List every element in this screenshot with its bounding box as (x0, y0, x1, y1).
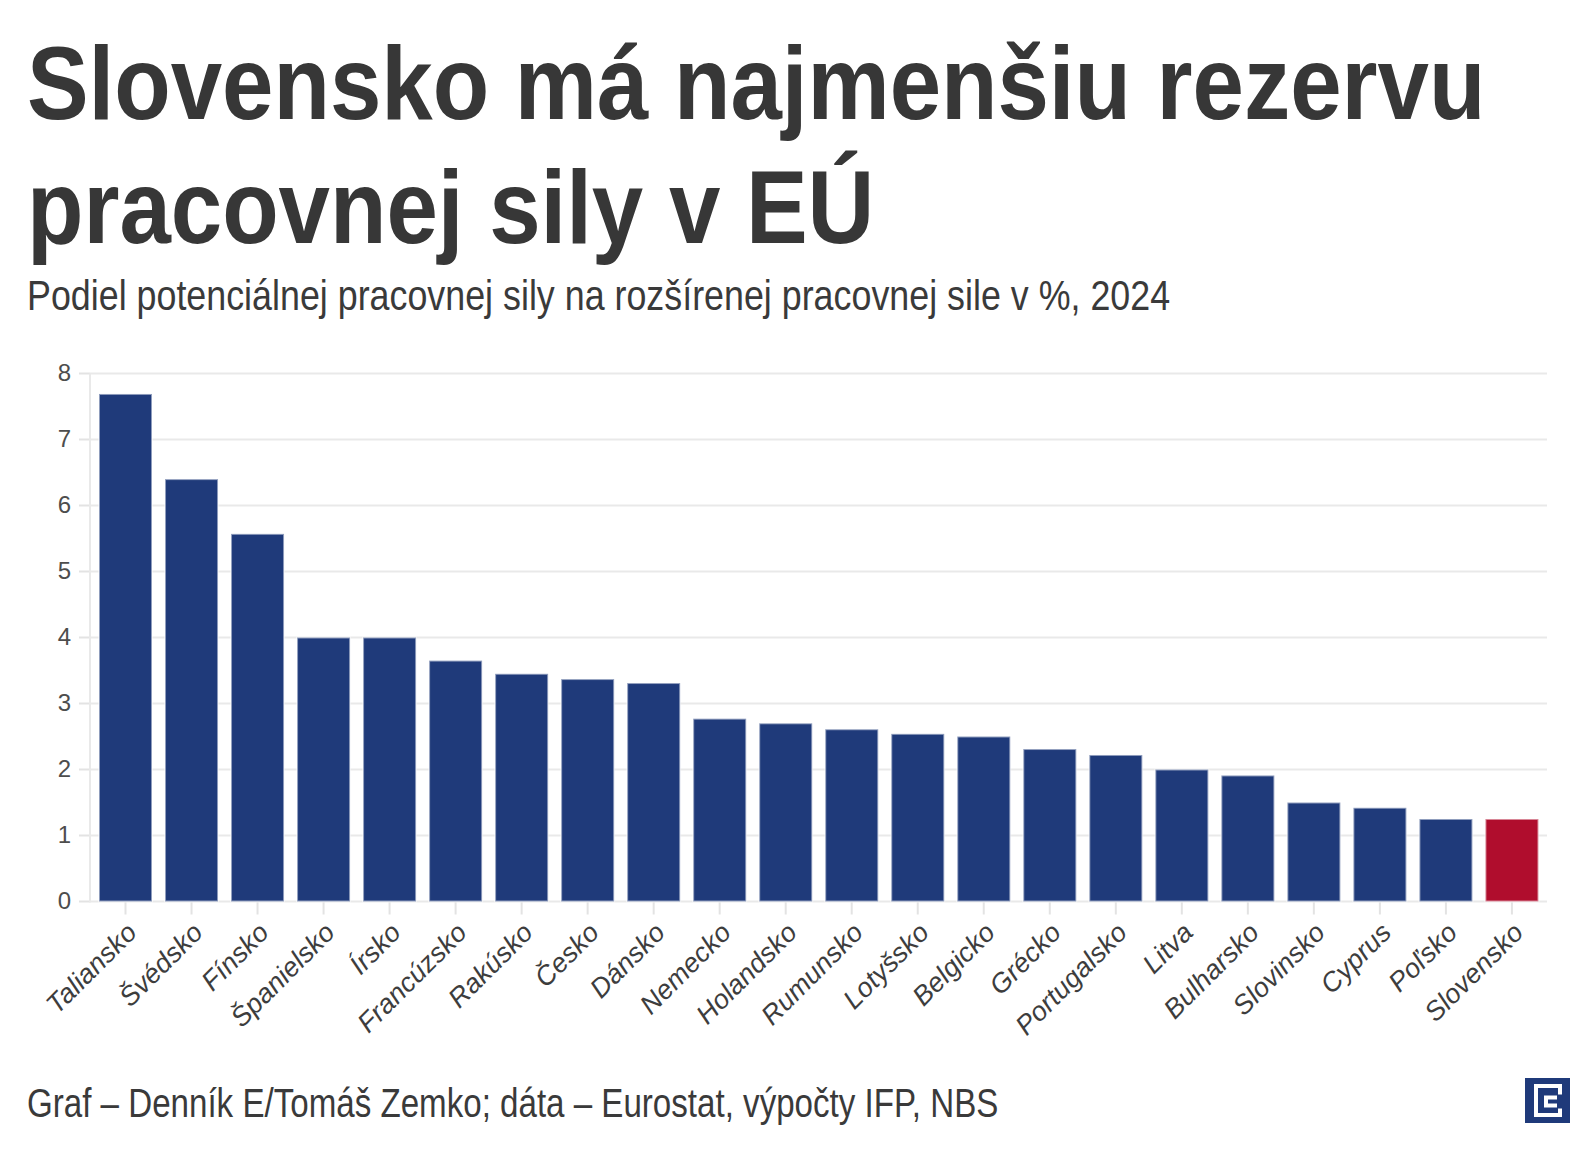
bar-dánsko[interactable] (627, 683, 680, 901)
dennik-e-logo (1525, 1078, 1570, 1123)
bar-španielsko[interactable] (297, 638, 350, 902)
credit-line: Graf – Denník E/Tomáš Zemko; dáta – Euro… (27, 1081, 998, 1126)
bar-rakúsko[interactable] (495, 674, 548, 902)
y-axis-label-8: 8 (58, 359, 71, 386)
bar-poľsko[interactable] (1419, 819, 1472, 902)
y-axis-label-6: 6 (58, 491, 71, 518)
y-axis-label-2: 2 (58, 755, 71, 782)
y-axis-labels: 0 1 2 3 4 5 6 7 8 (58, 359, 71, 914)
y-axis-label-0: 0 (58, 887, 71, 914)
y-axis-label-5: 5 (58, 557, 71, 584)
x-axis-labels: TalianskoŠvédskoFínskoŠpanielskoÍrskoFra… (40, 916, 1529, 1040)
bar-holandsko[interactable] (759, 723, 812, 901)
bar-švédsko[interactable] (165, 479, 218, 901)
bar-lotyšsko[interactable] (891, 734, 944, 902)
bar-belgicko[interactable] (957, 737, 1010, 902)
y-axis-label-7: 7 (58, 425, 71, 452)
bar-slovinsko[interactable] (1287, 803, 1340, 902)
bar-nemecko[interactable] (693, 719, 746, 902)
bar-rumunsko[interactable] (825, 729, 878, 901)
x-axis-label-cyprus: Cyprus (1315, 917, 1398, 1000)
bar-chart: 0 1 2 3 4 5 6 7 8 TalianskoŠvédskoFínskoŠpaniels… (0, 0, 1588, 1150)
bar-portugalsko[interactable] (1089, 755, 1142, 902)
bar-grécko[interactable] (1023, 749, 1076, 901)
y-axis-label-3: 3 (58, 689, 71, 716)
bars (99, 394, 1538, 902)
bar-litva[interactable] (1155, 770, 1208, 902)
bar-česko[interactable] (561, 679, 614, 901)
y-axis-label-4: 4 (58, 623, 71, 650)
bar-slovensko[interactable] (1485, 819, 1538, 902)
bar-írsko[interactable] (363, 638, 416, 902)
bar-bulharsko[interactable] (1221, 775, 1274, 901)
bar-taliansko[interactable] (99, 394, 152, 902)
bar-fínsko[interactable] (231, 534, 284, 902)
y-axis-label-1: 1 (58, 821, 71, 848)
bar-cyprus[interactable] (1353, 808, 1406, 902)
bar-francúzsko[interactable] (429, 661, 482, 902)
